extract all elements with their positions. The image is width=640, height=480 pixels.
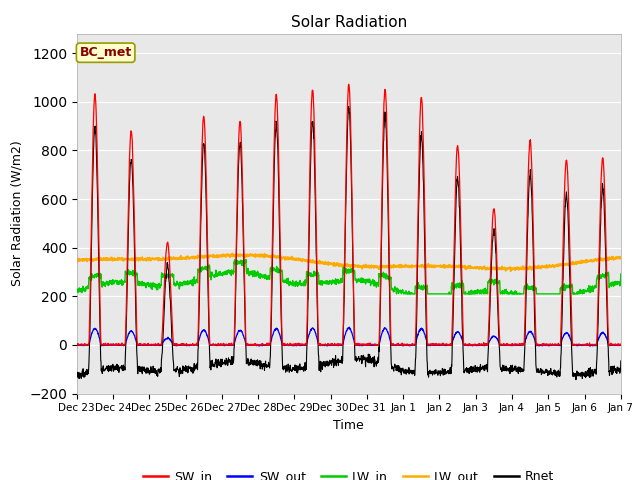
- X-axis label: Time: Time: [333, 419, 364, 432]
- Y-axis label: Solar Radiation (W/m2): Solar Radiation (W/m2): [11, 141, 24, 287]
- Legend: SW_in, SW_out, LW_in, LW_out, Rnet: SW_in, SW_out, LW_in, LW_out, Rnet: [138, 465, 559, 480]
- Text: BC_met: BC_met: [79, 46, 132, 59]
- Title: Solar Radiation: Solar Radiation: [291, 15, 407, 30]
